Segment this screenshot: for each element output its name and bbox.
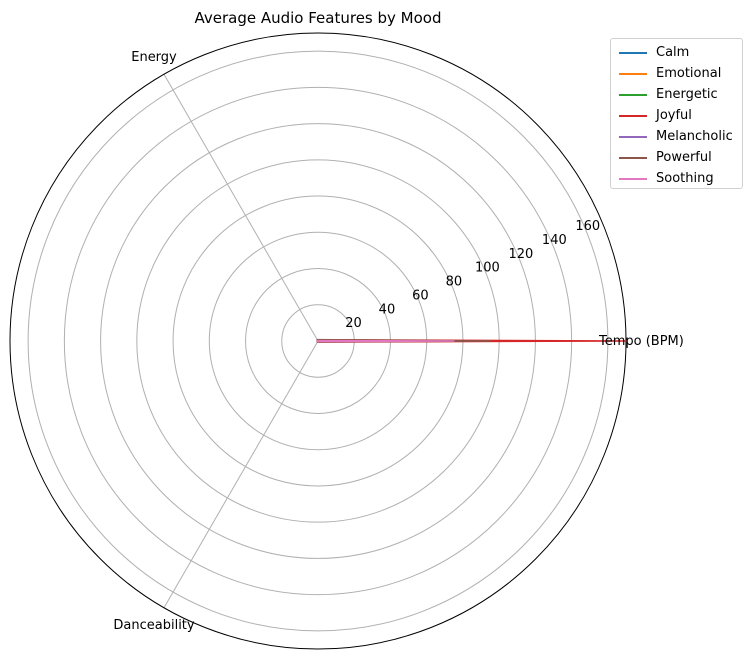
axis-label-1: Tempo (BPM) — [598, 334, 684, 349]
radial-tick-140: 140 — [542, 233, 567, 248]
legend-label: Emotional — [656, 66, 722, 81]
legend-swatch — [619, 178, 647, 180]
axis-spoke-3 — [163, 340, 319, 608]
axis-label-2: Energy — [131, 50, 177, 65]
legend-label: Calm — [656, 45, 690, 60]
axis-label-3: Danceability — [113, 618, 195, 633]
radial-tick-labels: 20 40 60 80 100 120 140 160 — [345, 219, 600, 331]
legend-swatch — [619, 115, 647, 117]
radial-tick-160: 160 — [575, 219, 600, 234]
legend-label: Soothing — [656, 171, 714, 186]
legend: Calm Emotional Energetic Joyful Melancholic P… — [610, 38, 743, 189]
axis-spoke-2 — [163, 74, 319, 342]
chart-title: Average Audio Features by Mood — [194, 9, 441, 27]
series-polygons — [316, 338, 627, 343]
radial-tick-20: 20 — [345, 316, 362, 331]
legend-label: Melancholic — [656, 129, 733, 144]
legend-label: Energetic — [656, 87, 718, 102]
radial-tick-80: 80 — [446, 275, 463, 290]
legend-item-melancholic: Melancholic — [611, 127, 742, 147]
radial-tick-100: 100 — [475, 261, 500, 276]
legend-item-soothing: Soothing — [611, 169, 742, 189]
series-soothing — [316, 339, 455, 343]
axis-labels: Tempo (BPM) Energy Danceability — [113, 50, 683, 633]
radial-tick-60: 60 — [412, 288, 429, 303]
radial-tick-40: 40 — [379, 302, 396, 317]
series-line-soothing — [316, 339, 455, 343]
legend-item-energetic: Energetic — [611, 85, 742, 105]
radial-tick-120: 120 — [508, 247, 533, 262]
legend-item-powerful: Powerful — [611, 148, 742, 168]
legend-swatch — [619, 136, 647, 138]
legend-item-emotional: Emotional — [611, 64, 742, 84]
legend-swatch — [619, 94, 647, 96]
legend-swatch — [619, 73, 647, 75]
legend-item-calm: Calm — [611, 43, 742, 63]
legend-item-joyful: Joyful — [611, 106, 742, 126]
legend-label: Joyful — [656, 108, 692, 123]
legend-swatch — [619, 157, 647, 159]
legend-label: Powerful — [656, 150, 712, 165]
legend-swatch — [619, 52, 647, 54]
